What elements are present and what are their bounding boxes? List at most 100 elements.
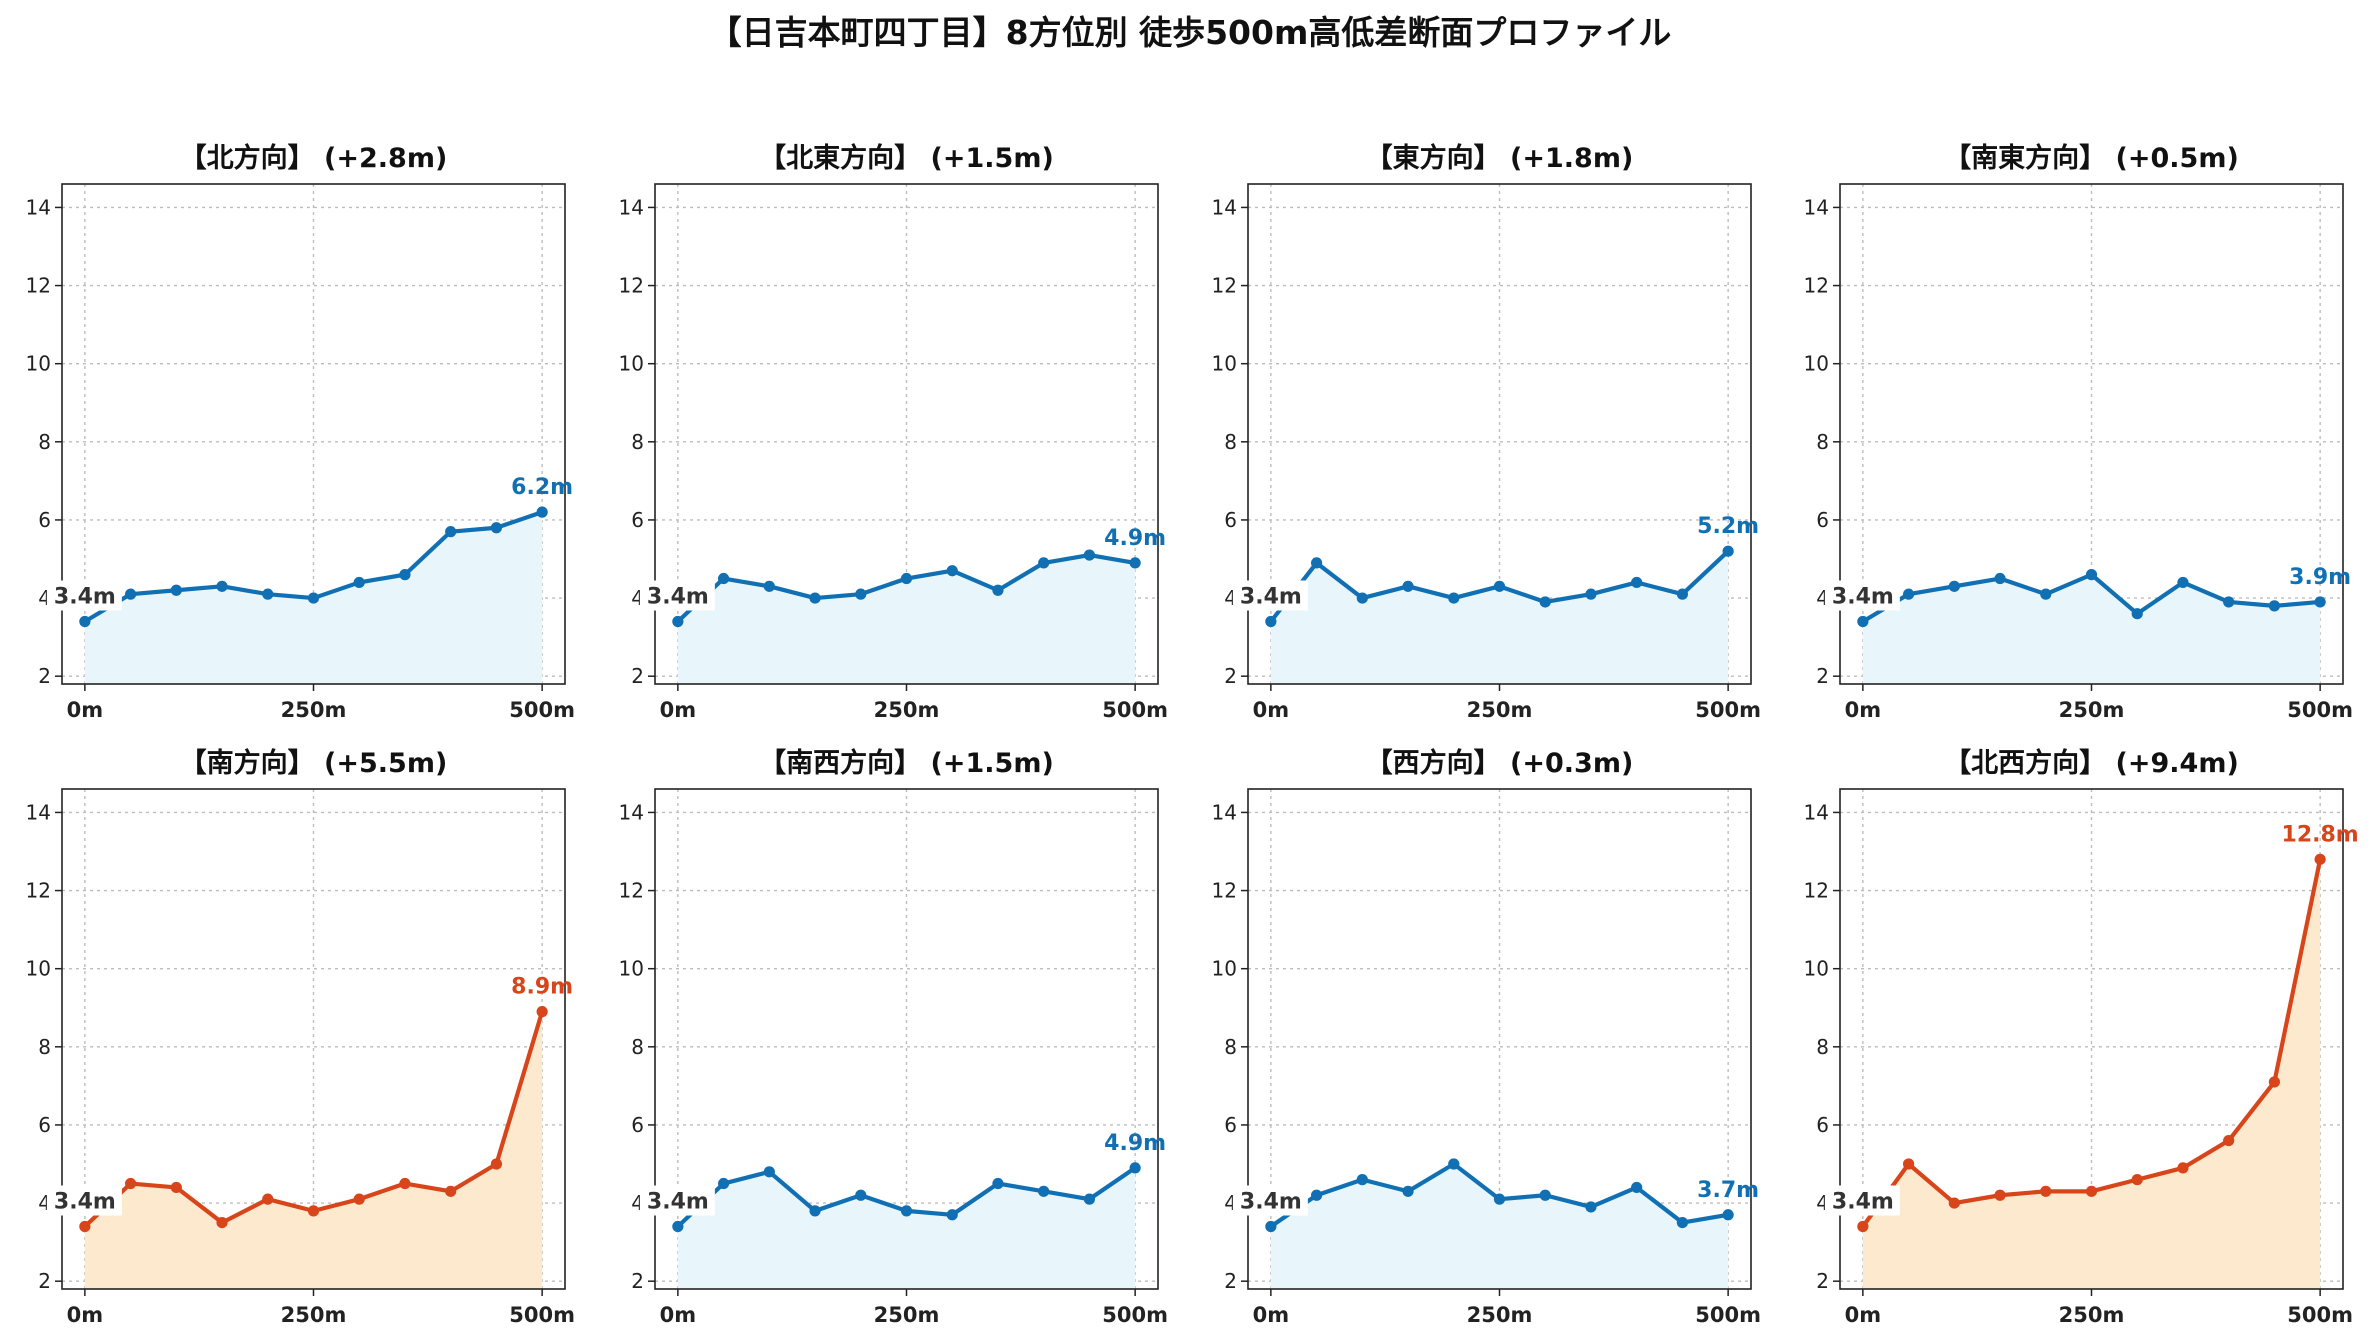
data-point: [2040, 1185, 2052, 1197]
y-tick-label: 10: [26, 352, 51, 376]
y-tick-label: 8: [1816, 430, 1829, 454]
data-point: [262, 588, 274, 600]
start-label-box: [1824, 580, 1900, 611]
y-tick-label: 14: [1212, 195, 1237, 219]
data-point: [1356, 592, 1368, 604]
data-point: [1129, 557, 1141, 569]
data-point: [2314, 596, 2326, 608]
data-point: [307, 592, 320, 604]
y-tick-label: 2: [38, 664, 51, 688]
data-point: [1902, 1158, 1915, 1170]
x-tick-label: 500m: [2287, 698, 2353, 722]
data-point: [1539, 1189, 1551, 1201]
panel-title: 【北西方向】 (+9.4m): [1944, 747, 2239, 779]
x-tick-label: 250m: [281, 698, 347, 722]
data-point: [1493, 580, 1506, 592]
y-tick-label: 2: [38, 1269, 51, 1293]
data-point: [2268, 1076, 2281, 1088]
y-tick-label: 6: [631, 1113, 644, 1137]
data-point: [79, 1220, 91, 1233]
start-label-box: [1824, 1185, 1900, 1216]
data-point: [1539, 596, 1551, 608]
y-tick-label: 8: [631, 430, 644, 454]
data-point: [717, 572, 730, 585]
data-point: [79, 615, 91, 628]
y-tick-label: 14: [26, 195, 51, 219]
start-label-box: [46, 1185, 122, 1216]
y-tick-label: 10: [619, 957, 644, 981]
x-tick-label: 0m: [67, 698, 104, 722]
data-point: [2085, 569, 2098, 581]
data-point: [1994, 572, 2006, 585]
data-point: [2131, 1174, 2143, 1186]
panel-title: 【東方向】 (+1.8m): [1366, 142, 1634, 174]
y-tick-label: 8: [631, 1035, 644, 1059]
y-tick-label: 2: [1224, 664, 1237, 688]
end-value-label: 4.9m: [1104, 526, 1166, 551]
end-value-label: 3.9m: [2289, 565, 2351, 590]
data-point: [262, 1193, 274, 1205]
data-point: [1448, 1158, 1460, 1170]
y-tick-label: 12: [26, 274, 51, 298]
area-fill: [677, 1167, 1136, 1289]
y-tick-label: 12: [1804, 274, 1829, 298]
data-point: [307, 1205, 320, 1217]
data-point: [1083, 549, 1096, 561]
data-point: [399, 1177, 411, 1190]
y-tick-label: 12: [1212, 274, 1237, 298]
y-tick-label: 6: [1816, 1113, 1829, 1137]
data-point: [672, 615, 684, 628]
data-point: [1356, 1174, 1368, 1186]
data-point: [2223, 596, 2235, 608]
data-point: [1585, 588, 1597, 600]
x-tick-label: 0m: [1845, 1303, 1882, 1327]
y-tick-label: 8: [38, 1035, 51, 1059]
start-label-box: [639, 580, 715, 611]
data-point: [2177, 1162, 2189, 1174]
x-tick-label: 500m: [1695, 1303, 1761, 1327]
data-point: [1857, 615, 1869, 628]
area-fill: [84, 1011, 543, 1289]
x-tick-label: 0m: [1253, 1303, 1290, 1327]
data-point: [536, 506, 548, 518]
y-tick-label: 2: [631, 1269, 644, 1293]
y-tick-label: 6: [1224, 508, 1237, 532]
x-tick-label: 0m: [67, 1303, 104, 1327]
data-point: [445, 526, 457, 538]
data-point: [1676, 588, 1689, 600]
start-value-label: 3.4m: [1240, 585, 1302, 610]
panel-title: 【北東方向】 (+1.5m): [759, 142, 1054, 174]
area-fill: [1270, 551, 1729, 684]
data-point: [1129, 1162, 1141, 1174]
end-value-label: 6.2m: [511, 475, 573, 500]
y-tick-label: 2: [1816, 664, 1829, 688]
x-tick-label: 500m: [2287, 1303, 2353, 1327]
x-tick-label: 250m: [2059, 1303, 2125, 1327]
data-point: [399, 569, 411, 581]
data-point: [763, 1166, 775, 1178]
start-value-label: 3.4m: [647, 585, 709, 610]
start-value-label: 3.4m: [1240, 1190, 1302, 1215]
data-point: [1676, 1216, 1689, 1229]
start-label-box: [1232, 580, 1308, 611]
data-point: [1083, 1193, 1096, 1205]
y-tick-label: 10: [1212, 352, 1237, 376]
data-point: [170, 584, 182, 596]
data-point: [1310, 557, 1323, 569]
y-tick-label: 6: [1816, 508, 1829, 532]
data-point: [2040, 588, 2052, 600]
y-tick-label: 2: [1224, 1269, 1237, 1293]
start-value-label: 3.4m: [1832, 1190, 1894, 1215]
y-tick-label: 10: [26, 957, 51, 981]
data-point: [490, 1158, 503, 1170]
data-point: [216, 580, 228, 592]
x-tick-label: 0m: [1253, 698, 1290, 722]
